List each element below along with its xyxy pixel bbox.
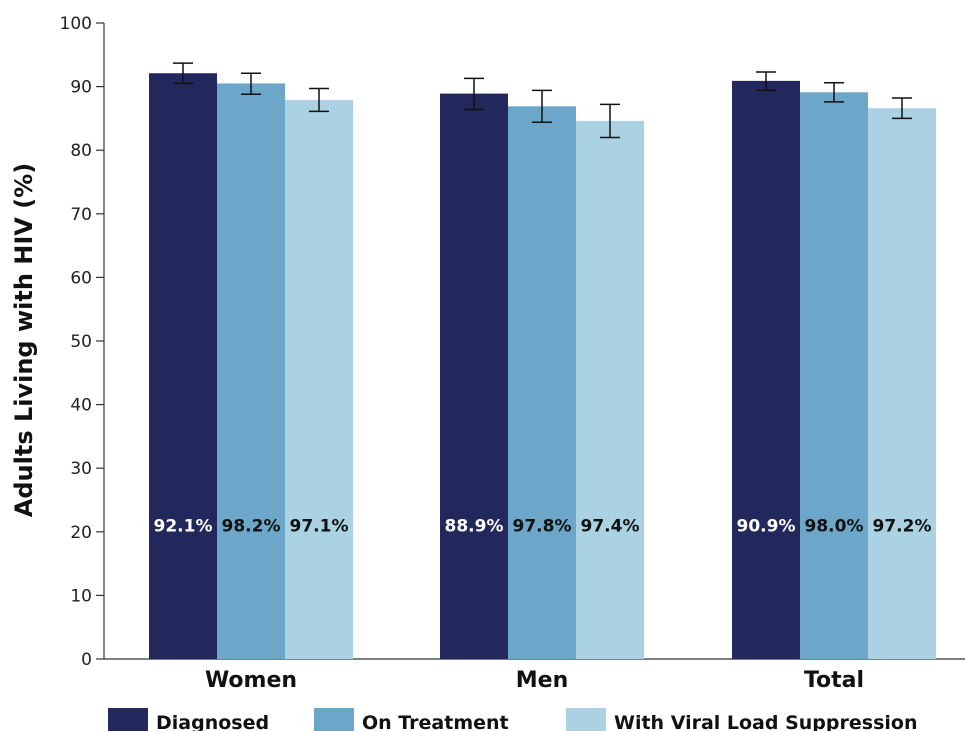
y-tick-label: 10 (70, 586, 92, 606)
y-tick-label: 50 (70, 332, 92, 352)
bar-data-label: 92.1% (154, 516, 213, 536)
y-axis-title: Adults Living with HIV (%) (10, 163, 38, 517)
legend-swatch (314, 708, 354, 731)
y-tick-label: 0 (81, 650, 92, 670)
x-category-label: Women (205, 668, 297, 693)
legend-label: With Viral Load Suppression (614, 712, 917, 731)
y-tick-label: 20 (70, 523, 92, 543)
bar (285, 99, 353, 660)
bar (508, 106, 576, 660)
bar (217, 83, 285, 660)
x-category-label: Men (516, 668, 568, 693)
legend-label: On Treatment (362, 712, 509, 731)
bar-data-label: 97.8% (513, 516, 572, 536)
bar (868, 108, 936, 659)
bar-data-label: 97.1% (290, 516, 349, 536)
legend: Diagnosed On Treatment With Viral Load Sup… (108, 708, 917, 731)
axes-layer: 0 10 20 30 40 50 60 70 80 90 100 Women Men Total (60, 14, 965, 693)
bar (732, 80, 800, 660)
bar-data-label: 98.2% (222, 516, 281, 536)
y-tick-label: 60 (70, 268, 92, 288)
bar (149, 73, 217, 659)
bar (576, 120, 644, 660)
x-category-label: Total (804, 668, 864, 693)
bar-data-label: 97.4% (581, 516, 640, 536)
legend-swatch (566, 708, 606, 731)
legend-label: Diagnosed (156, 712, 269, 731)
y-tick-label: 70 (70, 205, 92, 225)
bar-data-label: 88.9% (445, 516, 504, 536)
bar-data-label: 90.9% (737, 516, 796, 536)
bar (440, 93, 508, 659)
y-tick-label: 100 (60, 14, 92, 34)
y-tick-label: 40 (70, 396, 92, 416)
bar-data-label: 98.0% (805, 516, 864, 536)
bar-data-label: 97.2% (873, 516, 932, 536)
data-labels-layer: 92.1% 88.9% 90.9% 98.2% 97.8% 98.0% 97.1% 97.4%… (154, 516, 932, 536)
legend-swatch (108, 708, 148, 731)
y-tick-label: 90 (70, 78, 92, 98)
y-tick-label: 80 (70, 141, 92, 161)
bars-layer (149, 73, 936, 660)
y-tick-label: 30 (70, 459, 92, 479)
error-bars-layer (173, 62, 912, 139)
bar (800, 92, 868, 660)
